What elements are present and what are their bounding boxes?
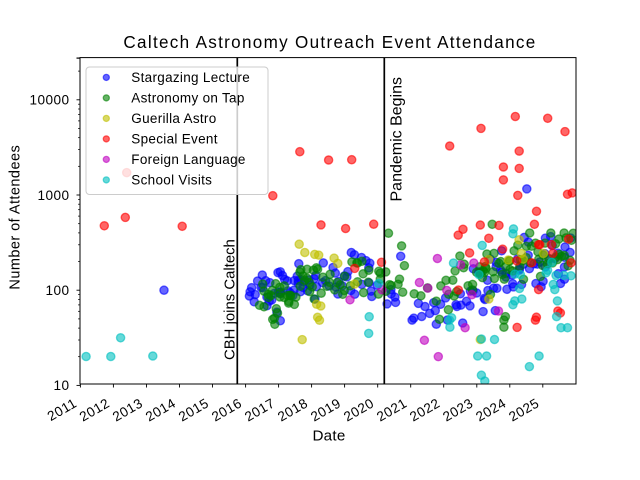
- svg-text:100: 100: [45, 283, 69, 298]
- svg-text:10000: 10000: [29, 93, 69, 108]
- svg-text:Stargazing Lecture: Stargazing Lecture: [131, 70, 250, 85]
- svg-text:1000: 1000: [37, 188, 69, 203]
- svg-text:Date: Date: [312, 428, 345, 445]
- svg-text:Astronomy on Tap: Astronomy on Tap: [131, 91, 244, 106]
- svg-text:CBH joins Caltech: CBH joins Caltech: [223, 239, 239, 360]
- svg-text:10: 10: [53, 378, 69, 393]
- svg-text:Pandemic Begins: Pandemic Begins: [389, 77, 406, 202]
- svg-text:Guerilla Astro: Guerilla Astro: [131, 111, 216, 126]
- svg-text:School Visits: School Visits: [131, 173, 212, 188]
- svg-text:Special Event: Special Event: [131, 132, 217, 147]
- svg-text:Number of Attendees: Number of Attendees: [8, 145, 24, 290]
- svg-text:Foreign Language: Foreign Language: [131, 152, 245, 167]
- svg-text:Caltech Astronomy Outreach Eve: Caltech Astronomy Outreach Event Attenda…: [123, 33, 536, 52]
